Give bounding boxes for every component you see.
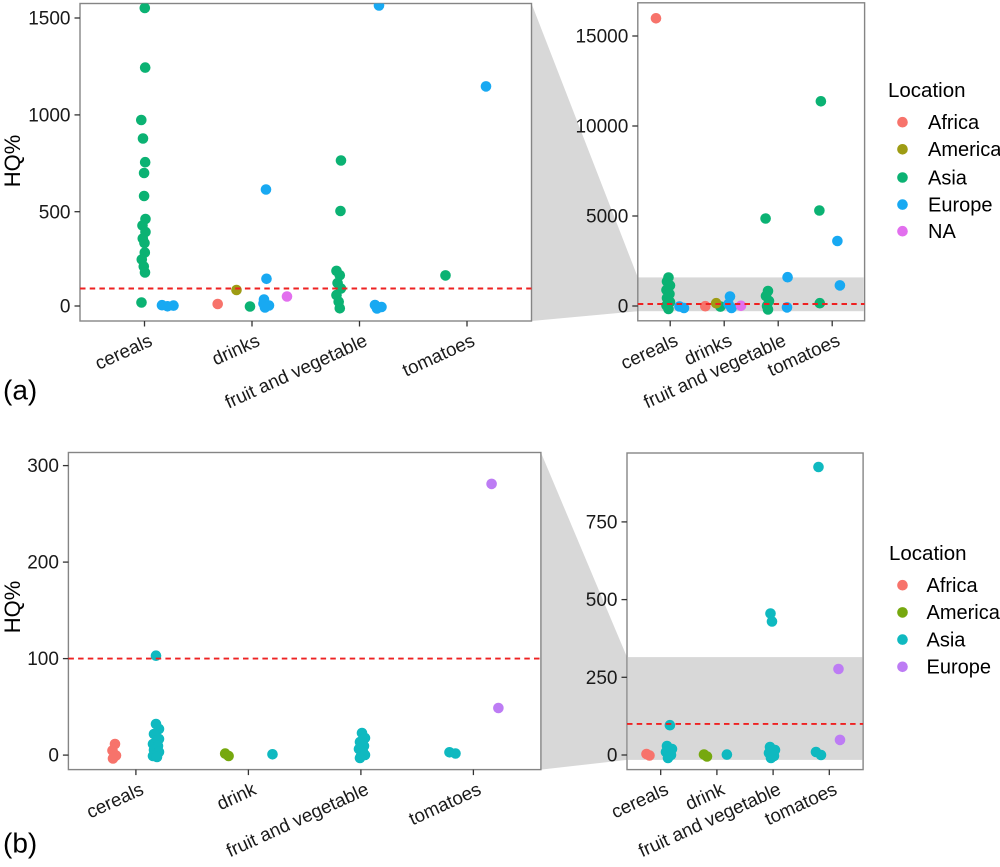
svg-text:(b): (b): [3, 828, 37, 859]
svg-text:10000: 10000: [575, 117, 628, 138]
svg-text:Europe: Europe: [927, 657, 992, 679]
svg-text:1000: 1000: [28, 106, 70, 127]
svg-text:1500: 1500: [28, 9, 70, 30]
svg-text:15000: 15000: [575, 27, 628, 48]
svg-text:Asia: Asia: [927, 629, 967, 651]
svg-text:0: 0: [607, 746, 618, 767]
svg-text:300: 300: [27, 456, 59, 477]
svg-text:Location: Location: [888, 79, 966, 102]
svg-text:0: 0: [60, 297, 71, 318]
svg-text:500: 500: [39, 202, 71, 223]
svg-text:HQ%: HQ%: [0, 135, 25, 188]
svg-text:HQ%: HQ%: [0, 581, 25, 634]
svg-text:America: America: [928, 139, 1000, 161]
svg-text:750: 750: [586, 513, 618, 534]
svg-text:500: 500: [586, 590, 618, 611]
svg-text:Europe: Europe: [928, 194, 993, 216]
svg-text:200: 200: [27, 553, 59, 574]
svg-text:5000: 5000: [586, 207, 628, 228]
svg-text:NA: NA: [928, 221, 956, 243]
svg-text:0: 0: [48, 746, 59, 767]
svg-text:Africa: Africa: [928, 112, 980, 134]
svg-text:(a): (a): [3, 375, 37, 406]
svg-text:100: 100: [27, 649, 59, 670]
svg-text:Africa: Africa: [927, 575, 979, 597]
svg-text:250: 250: [586, 668, 618, 689]
svg-text:0: 0: [618, 297, 629, 318]
svg-text:Asia: Asia: [928, 167, 968, 189]
svg-text:Location: Location: [889, 542, 967, 565]
svg-text:America: America: [927, 602, 1000, 624]
